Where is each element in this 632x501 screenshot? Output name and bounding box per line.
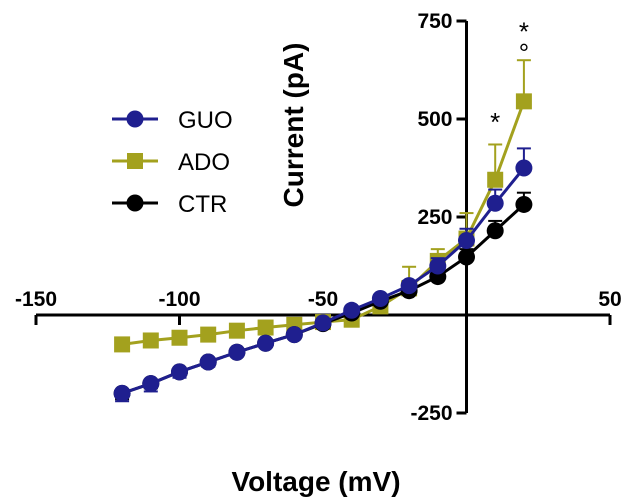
data-point <box>199 353 217 371</box>
x-axis-title: Voltage (mV) <box>231 466 400 497</box>
legend: GUO ADO CTR <box>112 107 233 218</box>
data-point <box>171 329 188 346</box>
data-point <box>343 301 361 319</box>
data-point <box>486 194 504 212</box>
legend-item-guo: GUO <box>112 107 233 134</box>
legend-marker <box>127 153 143 169</box>
legend-label: GUO <box>178 107 233 134</box>
data-point <box>171 363 188 381</box>
data-point <box>458 248 475 266</box>
legend-item-ctr: CTR <box>112 191 227 218</box>
data-point <box>429 257 447 275</box>
x-tick-label: -150 <box>15 288 57 311</box>
data-point <box>228 343 246 361</box>
y-tick-label: 750 <box>417 10 452 33</box>
y-axis-title: Current (pA) <box>278 43 309 208</box>
y-tick-label: 250 <box>417 206 452 229</box>
data-point <box>142 332 159 349</box>
significance-mark: ° <box>519 38 529 68</box>
data-point <box>515 195 533 213</box>
x-tick-label: -50 <box>308 288 338 311</box>
series-guo <box>113 147 533 403</box>
data-point <box>487 171 504 188</box>
legend-marker <box>126 110 144 128</box>
data-point <box>515 93 532 110</box>
y-tick-label: 500 <box>417 108 452 131</box>
data-point <box>515 159 533 177</box>
y-tick-label: -250 <box>410 402 452 425</box>
x-tick-label: -100 <box>158 288 200 311</box>
data-point <box>314 314 332 332</box>
data-point <box>400 277 418 295</box>
significance-mark: * <box>490 107 500 137</box>
data-point <box>257 319 274 336</box>
legend-label: CTR <box>178 191 227 218</box>
legend-item-ado: ADO <box>112 149 230 176</box>
legend-marker <box>126 194 144 212</box>
data-point <box>200 326 217 343</box>
data-point <box>142 375 160 393</box>
axes: -150 -100 -50 50 -250 250 500 750 <box>15 10 622 425</box>
significance-mark: * <box>519 17 529 47</box>
data-point <box>114 336 131 353</box>
series-layer <box>113 59 533 403</box>
data-point <box>285 326 303 344</box>
data-point <box>257 334 275 352</box>
data-point <box>371 290 389 308</box>
annotations: **° <box>490 17 529 137</box>
data-point <box>458 232 475 250</box>
legend-label: ADO <box>178 149 230 176</box>
data-point <box>113 384 131 402</box>
data-point <box>486 222 504 240</box>
x-tick-label: 50 <box>598 288 621 311</box>
data-point <box>228 322 245 339</box>
